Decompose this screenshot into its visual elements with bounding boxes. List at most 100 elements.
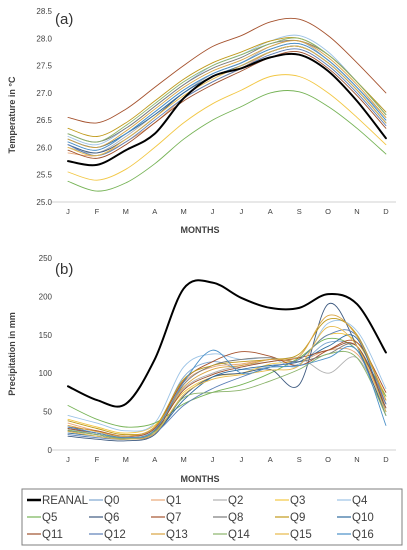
temperature-x-tick-label: J: [66, 207, 70, 216]
legend-label: Q9: [290, 512, 305, 524]
temperature-line-reanal: [67, 52, 387, 167]
precipitation-line-q10: [67, 334, 387, 440]
legend: REANAL Q0 Q1 Q2 Q3 Q4 Q5 Q6 Q7 Q8 Q9 Q10 Q11 Q12 Q13 Q1…: [21, 488, 403, 546]
temperature-line-q4: [67, 34, 387, 146]
precipitation-series-lines: [67, 279, 387, 442]
legend-label: Q2: [228, 495, 243, 507]
legend-item-q9: Q9: [275, 512, 305, 524]
legend-label: Q6: [104, 512, 119, 524]
precipitation-line-q4: [67, 319, 387, 432]
temperature-line-q7: [67, 17, 387, 124]
temperature-x-tick-label: F: [95, 207, 100, 216]
legend-label: Q4: [352, 495, 368, 507]
legend-item-q0: Q0: [89, 495, 119, 507]
precipitation-x-tick-label: O: [325, 455, 331, 464]
precipitation-y-tick-label: 50: [43, 408, 52, 417]
legend-label: Q3: [290, 495, 305, 507]
precipitation-line-q14: [67, 350, 387, 439]
panel-a-label: (a): [55, 11, 73, 28]
legend-item-q16: Q16: [337, 529, 374, 541]
legend-label: Q0: [104, 495, 119, 507]
legend-label: Q14: [228, 529, 250, 541]
temperature-line-q5: [67, 90, 387, 192]
legend-label: Q16: [352, 529, 374, 541]
precipitation-line-q16: [67, 345, 387, 439]
precipitation-y-tick-label: 200: [39, 292, 53, 301]
temperature-x-tick-label: O: [325, 207, 331, 216]
legend-label: REANAL: [42, 495, 89, 507]
legend-item-reanal: REANAL: [27, 495, 89, 507]
temperature-x-tick-label: A: [152, 207, 157, 216]
legend-label: Q12: [104, 529, 126, 541]
temperature-line-q12: [67, 48, 387, 157]
temperature-y-tick-label: 25.0: [36, 198, 52, 207]
precipitation-line-q2: [67, 356, 387, 438]
temperature-y-tick-label: 26.0: [36, 143, 52, 152]
temperature-y-axis-label: Temperature in °C: [7, 76, 17, 153]
temperature-line-q11: [67, 51, 387, 159]
temperature-y-ticks: 25.0 25.5 26.0 26.5 27.0 27.5 28.0 28.5: [36, 7, 52, 207]
precipitation-line-q5: [67, 337, 387, 428]
precipitation-line-q6: [67, 302, 387, 442]
panel-b-label: (b): [55, 261, 73, 278]
precipitation-x-tick-label: D: [383, 455, 389, 464]
legend-item-q13: Q13: [151, 529, 188, 541]
legend-item-q8: Q8: [213, 512, 243, 524]
temperature-line-q16: [67, 42, 387, 151]
precipitation-x-tick-label: M: [123, 455, 129, 464]
precipitation-line-q13: [67, 314, 387, 437]
legend-label: Q13: [166, 529, 188, 541]
legend-item-q4: Q4: [337, 495, 368, 507]
temperature-line-q14: [67, 37, 387, 143]
temperature-x-tick-label: J: [211, 207, 215, 216]
legend-item-q15: Q15: [275, 529, 312, 541]
precipitation-x-tick-label: A: [152, 455, 157, 464]
temperature-line-q3: [67, 74, 387, 181]
precipitation-x-tick-label: A: [268, 455, 273, 464]
temperature-y-tick-label: 27.5: [36, 62, 52, 71]
precipitation-line-q11: [67, 342, 387, 439]
precipitation-chart: (b) Precipitation in mm MONTHS 0 50 100 150…: [7, 254, 396, 484]
precipitation-x-tick-label: N: [354, 455, 359, 464]
precipitation-y-tick-label: 150: [39, 331, 53, 340]
precipitation-line-q15: [67, 325, 387, 440]
temperature-y-tick-label: 26.5: [36, 116, 52, 125]
temperature-y-tick-label: 28.0: [36, 34, 52, 43]
legend-item-q11: Q11: [27, 529, 63, 541]
temperature-x-tick-label: A: [268, 207, 273, 216]
legend-item-q1: Q1: [151, 495, 181, 507]
temperature-y-tick-label: 28.5: [36, 7, 52, 16]
legend-label: Q15: [290, 529, 312, 541]
legend-item-q6: Q6: [89, 512, 119, 524]
legend-item-q14: Q14: [213, 529, 250, 541]
temperature-line-q9: [67, 36, 387, 137]
legend-label: Q10: [352, 512, 374, 524]
precipitation-y-tick-label: 0: [48, 446, 53, 455]
legend-item-q2: Q2: [213, 495, 243, 507]
precipitation-y-tick-label: 100: [39, 369, 53, 378]
temperature-series-lines: [67, 17, 387, 192]
legend-label: Q1: [166, 495, 181, 507]
precipitation-y-axis-label: Precipitation in mm: [7, 312, 17, 396]
legend-item-q3: Q3: [275, 495, 305, 507]
temperature-line-q13: [67, 40, 387, 148]
legend-item-q10: Q10: [337, 512, 374, 524]
temperature-x-tick-label: D: [383, 207, 389, 216]
legend-label: Q11: [42, 529, 63, 541]
legend-item-q7: Q7: [151, 512, 181, 524]
precipitation-y-tick-label: 250: [39, 254, 53, 263]
temperature-x-tick-label: M: [180, 207, 186, 216]
precipitation-x-tick-label: J: [211, 455, 215, 464]
precipitation-y-ticks: 0 50 100 150 200 250: [39, 254, 53, 455]
precipitation-x-tick-label: J: [240, 455, 244, 464]
legend-label: Q8: [228, 512, 243, 524]
temperature-chart: (a) Temperature in °C MONTHS 25.0 25.5 26.…: [7, 7, 396, 235]
precipitation-x-tick-label: M: [180, 455, 186, 464]
precipitation-line-reanal: [67, 279, 387, 408]
temperature-x-tick-label: J: [240, 207, 244, 216]
precipitation-x-tick-label: F: [95, 455, 100, 464]
temperature-y-tick-label: 27.0: [36, 89, 52, 98]
